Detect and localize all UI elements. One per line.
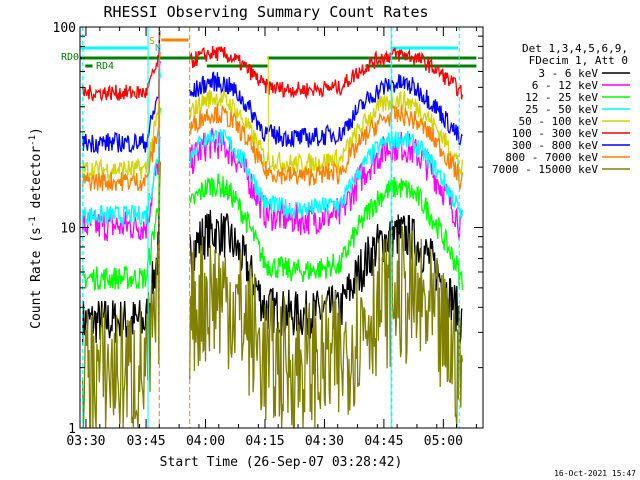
series-line-7 — [81, 30, 463, 155]
x-tick-label: 04:00 — [186, 434, 225, 449]
flag-bars — [80, 38, 477, 68]
series-line-9 — [81, 161, 464, 429]
legend-header-2: FDecim 1, Att 0 — [529, 54, 628, 67]
flag-label-rd0: RD0 — [61, 52, 79, 63]
series-line-8 — [81, 51, 464, 192]
timestamp: 16-Oct-2021 15:47 — [554, 469, 636, 478]
y-axis-label-end: ) — [29, 127, 44, 135]
x-tick-label: 03:30 — [66, 434, 105, 449]
y-axis-label-sup2: -1 — [28, 135, 38, 146]
y-axis: 1 10 100 — [53, 21, 483, 437]
x-axis-label: Start Time (26-Sep-07 03:28:42) — [160, 455, 403, 470]
chart-title: RHESSI Observing Summary Count Rates — [103, 3, 428, 21]
flag-label-rd4: RD4 — [96, 61, 114, 72]
y-axis-label-main: Count Rate (s — [29, 227, 44, 329]
legend-label: 6 - 12 keV — [532, 79, 599, 92]
legend-label: 100 - 300 keV — [512, 127, 598, 140]
legend-label: 7000 - 15000 keV — [492, 163, 598, 176]
series-line-3 — [81, 107, 464, 292]
legend-label: 300 - 800 keV — [512, 139, 598, 152]
x-tick-label: 04:45 — [364, 434, 403, 449]
series-line-6 — [81, 30, 464, 102]
legend-label: 12 - 25 keV — [525, 91, 598, 104]
y-tick-label: 100 — [53, 21, 76, 36]
x-tick-label: 03:45 — [126, 434, 165, 449]
flag-label-night: N — [155, 43, 161, 54]
legend-label: 3 - 6 keV — [538, 67, 598, 80]
y-tick-label: 10 — [60, 222, 76, 237]
legend: Det 1,3,4,5,6,9, FDecim 1, Att 0 3 - 6 k… — [492, 42, 630, 176]
x-axis: 03:30 03:45 04:00 04:15 04:30 04:45 05:00 — [66, 27, 477, 449]
y-tick-label: 1 — [68, 422, 76, 437]
series-layer — [81, 30, 464, 429]
x-tick-label: 05:00 — [424, 434, 463, 449]
legend-label: 25 - 50 keV — [525, 103, 598, 116]
y-axis-label-mid: detector — [29, 146, 44, 217]
legend-label: 800 - 7000 keV — [505, 151, 598, 164]
flag-label-saa: S — [149, 36, 155, 47]
series-line-4 — [81, 66, 464, 228]
legend-label: 50 - 100 keV — [519, 115, 599, 128]
x-tick-label: 04:30 — [305, 434, 344, 449]
y-axis-label: Count Rate (s-1 detector-1) — [28, 127, 44, 329]
y-axis-label-sup1: -1 — [28, 216, 38, 227]
x-tick-label: 04:15 — [245, 434, 284, 449]
time-markers — [82, 27, 460, 428]
legend-header-1: Det 1,3,4,5,6,9, — [522, 42, 628, 55]
